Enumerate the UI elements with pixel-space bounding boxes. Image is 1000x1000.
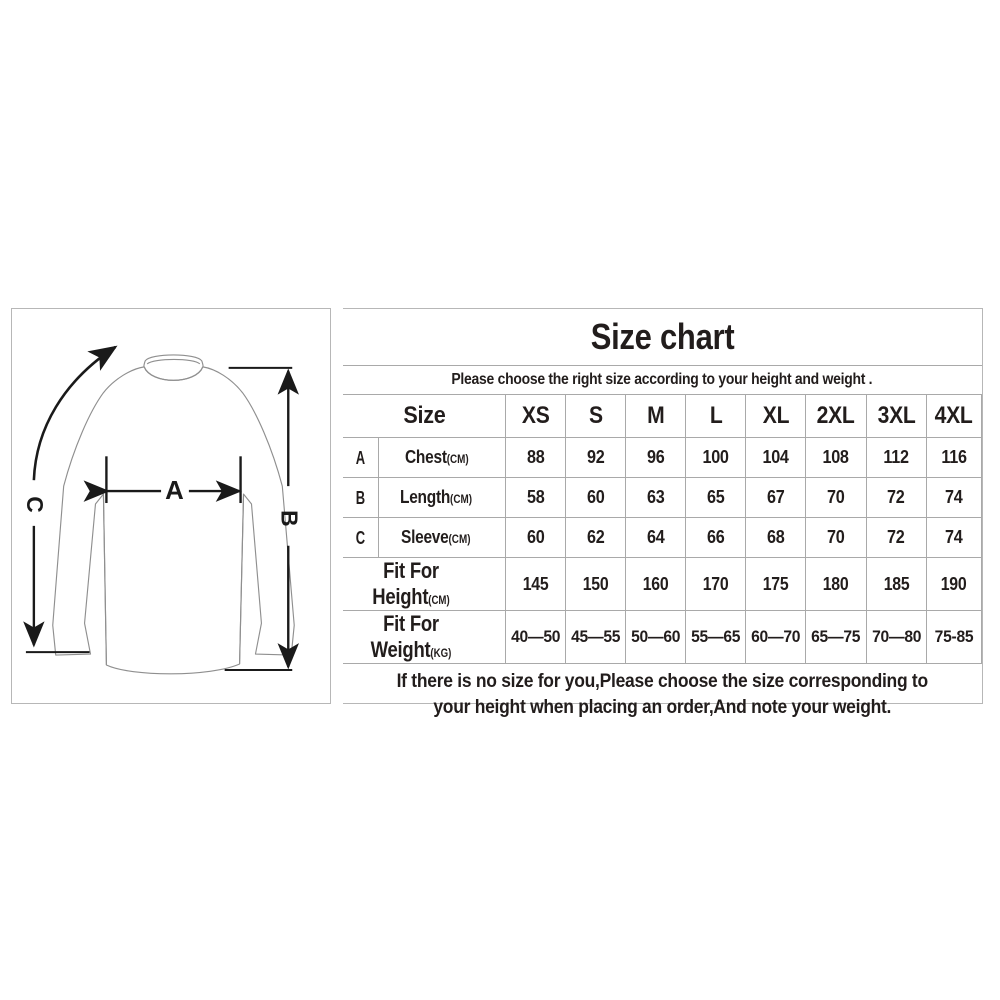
shirt-outline <box>52 354 295 675</box>
size-chart-panel: Size chart Please choose the right size … <box>343 308 983 726</box>
row-label-fit-weight: Fit For Weight(KG) <box>343 610 506 664</box>
chart-title-text: Size chart <box>590 316 735 357</box>
measure-a-label: A <box>165 477 183 505</box>
note-line-2: your height when placing an order,And no… <box>433 697 892 718</box>
cell-fit-weight-xs: 40—50 <box>504 610 566 664</box>
header-size-xs: XS <box>504 394 566 438</box>
cell-fit-height-4xl: 190 <box>925 557 983 611</box>
row-key-b: B <box>343 477 379 518</box>
cell-fit-weight-xl: 60—70 <box>745 610 807 664</box>
row-label-length: Length(CM) <box>377 477 506 518</box>
cell-length-4xl: 74 <box>925 477 983 518</box>
cell-length-xl: 67 <box>745 477 807 518</box>
cell-fit-height-xs: 145 <box>504 557 566 611</box>
cell-sleeve-3xl: 72 <box>865 517 927 558</box>
header-size-m: M <box>625 394 687 438</box>
cell-fit-height-2xl: 180 <box>805 557 867 611</box>
shirt-diagram-svg: A B C <box>22 345 302 675</box>
chart-title: Size chart <box>343 309 982 366</box>
cell-chest-2xl: 108 <box>805 437 867 478</box>
cell-fit-weight-2xl: 65—75 <box>805 610 867 664</box>
header-size-2xl: 2XL <box>805 394 867 438</box>
cell-length-xs: 58 <box>504 477 566 518</box>
row-label-chest: Chest(CM) <box>377 437 506 478</box>
cell-fit-height-xl: 175 <box>745 557 807 611</box>
cell-chest-s: 92 <box>564 437 627 478</box>
cell-fit-weight-4xl: 75-85 <box>925 610 983 664</box>
measure-a-chest <box>83 456 242 504</box>
measure-b-length <box>224 366 299 671</box>
cell-fit-weight-3xl: 70—80 <box>865 610 927 664</box>
table-note-row: If there is no size for you,Please choos… <box>343 663 982 726</box>
chart-note: If there is no size for you,Please choos… <box>343 663 982 726</box>
table-row-fit-weight: Fit For Weight(KG) 40—50 45—55 50—60 55—… <box>343 610 983 664</box>
measure-c-label: C <box>22 496 48 512</box>
cell-fit-weight-m: 50—60 <box>625 610 687 664</box>
cell-sleeve-xl: 68 <box>745 517 807 558</box>
cell-length-2xl: 70 <box>805 477 867 518</box>
cell-chest-xs: 88 <box>504 437 566 478</box>
cell-chest-3xl: 112 <box>865 437 927 478</box>
cell-fit-weight-s: 45—55 <box>564 610 627 664</box>
header-size-l: L <box>685 394 747 438</box>
header-size-3xl: 3XL <box>865 394 927 438</box>
cell-chest-4xl: 116 <box>925 437 983 478</box>
cell-sleeve-m: 64 <box>625 517 687 558</box>
note-line-1: If there is no size for you,Please choos… <box>396 671 929 693</box>
header-size-xl: XL <box>745 394 807 438</box>
table-row-fit-height: Fit For Height(CM) 145 150 160 170 175 1… <box>343 557 983 611</box>
cell-length-3xl: 72 <box>865 477 927 518</box>
header-size-s: S <box>564 394 627 438</box>
header-size-4xl: 4XL <box>925 394 983 438</box>
row-label-sleeve: Sleeve(CM) <box>377 517 506 558</box>
cell-sleeve-l: 66 <box>685 517 747 558</box>
chart-subtitle: Please choose the right size according t… <box>343 365 982 395</box>
cell-sleeve-2xl: 70 <box>805 517 867 558</box>
row-label-fit-height: Fit For Height(CM) <box>343 557 506 611</box>
cell-sleeve-s: 62 <box>564 517 627 558</box>
table-row-chest: A Chest(CM) 88 92 96 100 104 108 112 116 <box>343 437 983 478</box>
size-chart-table: Size chart Please choose the right size … <box>343 309 983 726</box>
table-row-length: B Length(CM) 58 60 63 65 67 70 72 74 <box>343 477 983 518</box>
cell-length-l: 65 <box>685 477 747 518</box>
row-key-c: C <box>343 517 379 558</box>
cell-chest-l: 100 <box>685 437 747 478</box>
table-title-row: Size chart <box>343 309 982 366</box>
garment-diagram-panel: A B C <box>11 308 331 704</box>
cell-sleeve-4xl: 74 <box>925 517 983 558</box>
cell-fit-height-l: 170 <box>685 557 747 611</box>
cell-fit-height-m: 160 <box>625 557 687 611</box>
measure-b-label: B <box>276 510 302 526</box>
table-header-row: Size XS S M L XL 2XL 3XL 4XL <box>343 394 983 438</box>
table-subtitle-row: Please choose the right size according t… <box>343 365 982 395</box>
cell-chest-m: 96 <box>625 437 687 478</box>
cell-fit-height-s: 150 <box>564 557 627 611</box>
cell-chest-xl: 104 <box>745 437 807 478</box>
table-row-sleeve: C Sleeve(CM) 60 62 64 66 68 70 72 74 <box>343 517 983 558</box>
cell-fit-weight-l: 55—65 <box>685 610 747 664</box>
cell-sleeve-xs: 60 <box>504 517 566 558</box>
cell-length-s: 60 <box>564 477 627 518</box>
row-key-a: A <box>343 437 379 478</box>
cell-length-m: 63 <box>625 477 687 518</box>
cell-fit-height-3xl: 185 <box>865 557 927 611</box>
measure-c-sleeve <box>23 345 118 654</box>
header-size: Size <box>343 394 506 438</box>
chart-subtitle-text: Please choose the right size according t… <box>451 371 873 388</box>
